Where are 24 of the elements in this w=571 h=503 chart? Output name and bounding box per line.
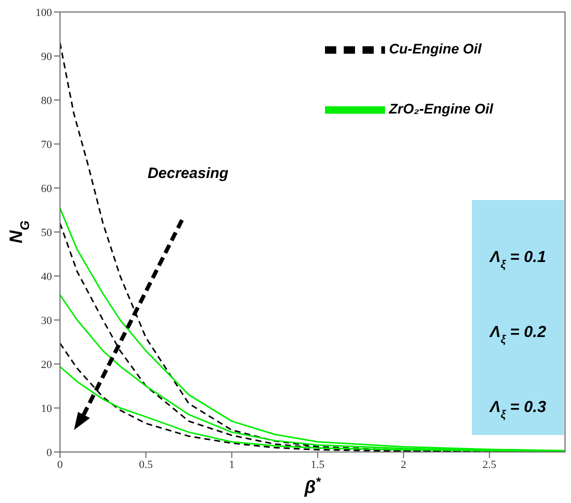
y-tick-label: 50 (41, 226, 52, 239)
legend-label: ZrO₂-Engine Oil (389, 100, 494, 117)
y-tick-label: 90 (41, 50, 52, 63)
y-tick-label: 30 (41, 314, 52, 327)
x-tick-label: 0.5 (139, 458, 154, 471)
annotation: Λ$_{ξ}$ = 0.3 (488, 399, 546, 421)
x-tick-label: 2.5 (482, 458, 497, 471)
y-tick-label: 20 (41, 358, 52, 371)
x-axis-title: β$^{*}$ (303, 475, 322, 497)
y-tick-label: 70 (41, 138, 52, 151)
y-tick-label: 80 (41, 94, 52, 107)
x-tick-label: 0 (57, 458, 64, 471)
annotation: Λ$_{ξ}$ = 0.2 (488, 324, 546, 346)
annotation: Λ$_{ξ}$ = 0.1 (488, 249, 546, 271)
legend-label: Cu-Engine Oil (389, 40, 482, 57)
y-tick-label: 60 (41, 182, 52, 195)
y-tick-label: 100 (36, 6, 52, 19)
x-tick-label: 2 (400, 458, 406, 471)
x-tick-label: 1 (229, 458, 235, 471)
x-tick-label: 1.5 (310, 458, 326, 471)
annotation: Decreasing (148, 165, 228, 182)
y-tick-label: 10 (41, 402, 52, 415)
y-tick-label: 40 (41, 270, 52, 283)
y-tick-label: 0 (46, 446, 52, 459)
